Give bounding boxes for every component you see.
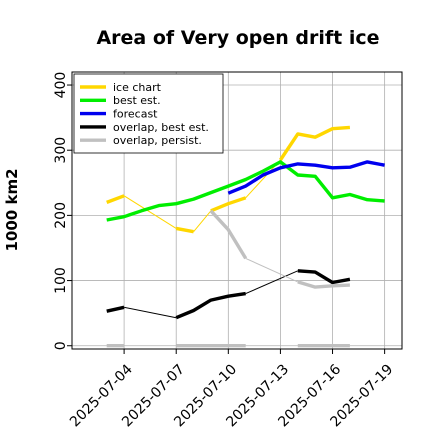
series-3: [106, 269, 351, 320]
series-line: [278, 125, 351, 161]
legend-label: forecast: [113, 107, 158, 120]
y-tick-label: 200: [53, 202, 69, 229]
y-axis-label: 1000 km2: [3, 168, 21, 251]
series-line: [227, 160, 385, 195]
series-line: [123, 195, 177, 229]
series-line: [210, 196, 247, 213]
series-line: [106, 194, 125, 204]
legend-label: overlap, persist.: [113, 134, 202, 147]
series-0: [106, 125, 351, 234]
legend-label: overlap, best est.: [113, 121, 209, 134]
legend-label: ice chart: [113, 81, 162, 94]
series-line: [106, 305, 125, 313]
series-line: [124, 306, 177, 319]
series-line: [193, 210, 212, 233]
chart-title: Area of Very open drift ice: [96, 27, 379, 49]
series-line: [297, 280, 350, 289]
y-tick-label: 100: [53, 267, 69, 294]
series-line: [106, 160, 385, 222]
legend-label: best est.: [113, 94, 161, 107]
x-axis-ticks: 2025-07-042025-07-072025-07-102025-07-13…: [67, 349, 396, 430]
series-line: [297, 269, 351, 285]
series-line: [245, 270, 299, 295]
series-1: [106, 160, 385, 222]
y-tick-label: 300: [53, 137, 69, 164]
plot-frame: [71, 71, 403, 350]
y-axis-ticks: 0 100 200 300 400: [53, 72, 72, 350]
series-line: [175, 291, 246, 320]
series-4: [106, 209, 350, 348]
series-layer: [106, 125, 385, 348]
series-2: [227, 160, 385, 195]
y-tick-label: 400: [53, 72, 69, 99]
series-line: [245, 257, 299, 283]
y-tick-label: 0: [53, 341, 69, 350]
series-line: [209, 209, 248, 260]
series-line: [175, 226, 194, 234]
